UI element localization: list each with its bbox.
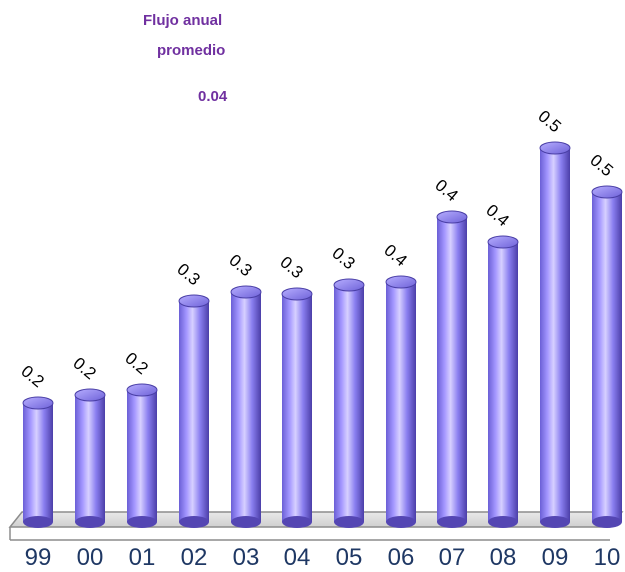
bar-cap: [281, 287, 313, 301]
bar-value-label: 0.4: [431, 176, 461, 206]
bar: [281, 287, 313, 528]
x-tick-label: 03: [233, 544, 260, 571]
bar: [333, 278, 365, 528]
bar-cap: [385, 275, 417, 289]
bar: [22, 396, 54, 528]
bar: [178, 294, 210, 528]
bar-body: [179, 301, 209, 522]
x-tick-label: 10: [594, 544, 621, 571]
bar-value-label: 0.5: [586, 151, 616, 181]
bar-body: [282, 294, 312, 522]
bar-body: [23, 403, 53, 522]
x-tick-label: 09: [542, 544, 569, 571]
bar-cap: [74, 388, 106, 402]
bar-value-label: 0.4: [482, 201, 512, 231]
chart-floor: [8, 511, 624, 541]
bar-cap: [539, 141, 571, 155]
x-tick-label: 99: [25, 544, 52, 571]
x-tick-label: 04: [284, 544, 311, 571]
bar-body: [231, 292, 261, 522]
bar-base: [179, 516, 209, 528]
bar-cap: [487, 235, 519, 249]
annotation-value: 0.04: [198, 88, 228, 105]
bar-value-label: 0.3: [276, 253, 306, 283]
bar-body: [488, 242, 518, 522]
bar-base: [592, 516, 622, 528]
bar-cap: [436, 210, 468, 224]
bar-base: [23, 516, 53, 528]
x-tick-label: 08: [490, 544, 517, 571]
bar-cap: [230, 285, 262, 299]
x-tick-label: 07: [439, 544, 466, 571]
bar-body: [386, 282, 416, 522]
bar-base: [334, 516, 364, 528]
bar: [539, 141, 571, 528]
bar-base: [386, 516, 416, 528]
bar-base: [437, 516, 467, 528]
bar-value-label: 0.2: [121, 349, 151, 379]
bar-base: [488, 516, 518, 528]
annotation-title-line2: promedio: [157, 42, 226, 59]
bar: [230, 285, 262, 528]
x-tick-label: 00: [77, 544, 104, 571]
bar-body: [334, 285, 364, 522]
bar-body: [75, 395, 105, 522]
bar-body: [592, 192, 622, 522]
bar: [126, 383, 158, 528]
bar-cap: [178, 294, 210, 308]
bar-base: [540, 516, 570, 528]
x-tick-label: 02: [181, 544, 208, 571]
bar-cap: [591, 185, 623, 199]
x-tick-label: 06: [388, 544, 415, 571]
bar-cap: [22, 396, 54, 410]
bar-value-label: 0.3: [173, 260, 203, 290]
x-tick-label: 01: [129, 544, 156, 571]
bar-base: [231, 516, 261, 528]
bar-base: [127, 516, 157, 528]
bar: [385, 275, 417, 528]
bar-body: [540, 148, 570, 522]
bar: [74, 388, 106, 528]
bar-base: [282, 516, 312, 528]
x-tick-label: 05: [336, 544, 363, 571]
annotation-title-line1: Flujo anual: [143, 12, 223, 29]
bar-cap: [333, 278, 365, 292]
bar: [591, 185, 623, 528]
bar-body: [437, 217, 467, 522]
bar-value-label: 0.2: [17, 362, 47, 392]
bar-value-label: 0.4: [380, 241, 410, 271]
bar-value-label: 0.2: [69, 354, 99, 384]
bar-base: [75, 516, 105, 528]
bar-body: [127, 390, 157, 522]
bar-value-label: 0.3: [225, 251, 255, 281]
bar-value-label: 0.5: [534, 107, 564, 137]
bar-value-label: 0.3: [328, 244, 358, 274]
bar: [436, 210, 468, 528]
bar: [487, 235, 519, 528]
bar-cap: [126, 383, 158, 397]
